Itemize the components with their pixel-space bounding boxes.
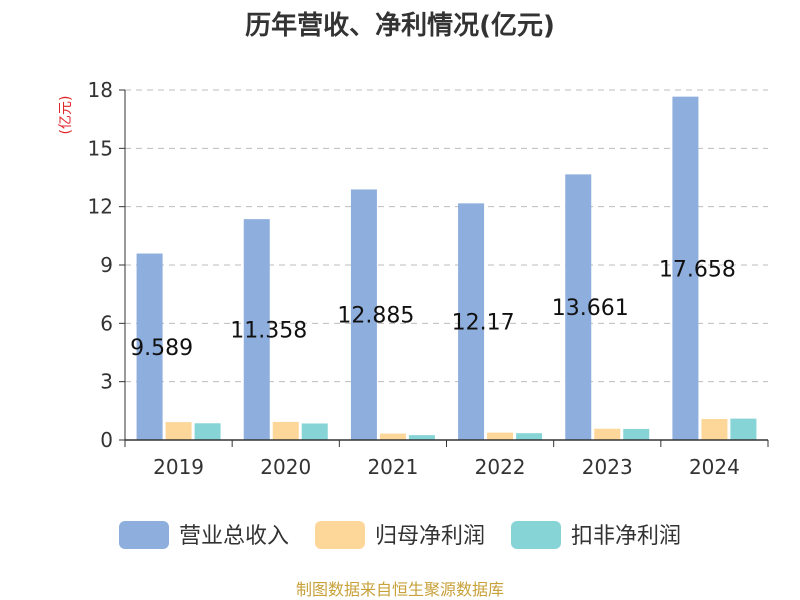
data-label: 12.17 (452, 311, 515, 336)
y-tick-label: 12 (88, 195, 113, 219)
x-tick-label: 2024 (689, 455, 740, 479)
data-label: 9.589 (130, 336, 193, 361)
legend-item-0[interactable]: 营业总收入 (119, 521, 289, 549)
bar-0-2021[interactable] (350, 189, 377, 440)
bar-2-2022[interactable] (516, 433, 543, 440)
bar-0-2019[interactable] (136, 253, 163, 440)
bar-1-2023[interactable] (594, 428, 621, 440)
data-label: 11.358 (230, 319, 307, 344)
y-tick-label: 3 (100, 370, 113, 394)
bar-1-2022[interactable] (487, 432, 514, 440)
legend-item-1[interactable]: 归母净利润 (315, 521, 485, 549)
y-tick-label: 6 (100, 311, 113, 335)
bar-2-2019[interactable] (194, 423, 221, 440)
legend-label: 扣非净利润 (571, 524, 681, 549)
bar-0-2023[interactable] (565, 174, 592, 440)
x-tick-label: 2022 (475, 455, 526, 479)
data-labels: 9.589 11.358 12.885 12.17 13.661 17.658 (130, 257, 736, 360)
legend-swatch (119, 521, 169, 549)
x-tick-label: 2021 (367, 455, 418, 479)
bar-1-2019[interactable] (165, 422, 192, 440)
chart-title: 历年营收、净利情况(亿元) (245, 10, 555, 41)
legend[interactable]: 营业总收入 归母净利润 扣非净利润 (119, 521, 681, 549)
y-tick-label: 0 (100, 428, 113, 452)
x-tick-label: 2019 (153, 455, 204, 479)
bar-0-2024[interactable] (672, 96, 699, 441)
bar-1-2020[interactable] (272, 421, 299, 440)
grid-lines (125, 89, 768, 383)
legend-label: 营业总收入 (179, 524, 289, 549)
y-axis-label: (亿元) (58, 96, 74, 135)
bar-2-2021[interactable] (408, 435, 435, 440)
data-label: 17.658 (659, 257, 736, 282)
bar-2-2023[interactable] (623, 428, 650, 440)
bars (136, 96, 757, 441)
bar-0-2020[interactable] (243, 219, 270, 440)
bar-1-2021[interactable] (379, 433, 406, 440)
y-tick-label: 15 (88, 136, 113, 160)
legend-swatch (315, 521, 365, 549)
bar-1-2024[interactable] (701, 419, 728, 440)
legend-item-2[interactable]: 扣非净利润 (511, 521, 681, 549)
bar-2-2024[interactable] (730, 418, 757, 440)
x-tick-label: 2023 (582, 455, 633, 479)
source-note: 制图数据来自恒生聚源数据库 (296, 580, 504, 599)
axes: 0 3 6 9 12 15 18 2019 2020 2021 2022 2023 2024 (88, 78, 769, 479)
x-tick-label: 2020 (260, 455, 311, 479)
legend-label: 归母净利润 (375, 524, 485, 549)
y-tick-label: 9 (100, 253, 113, 277)
bar-0-2022[interactable] (458, 203, 485, 440)
legend-swatch (511, 521, 561, 549)
data-label: 12.885 (337, 304, 414, 329)
data-label: 13.661 (552, 296, 629, 321)
y-tick-label: 18 (88, 78, 113, 102)
bar-2-2020[interactable] (301, 423, 328, 440)
